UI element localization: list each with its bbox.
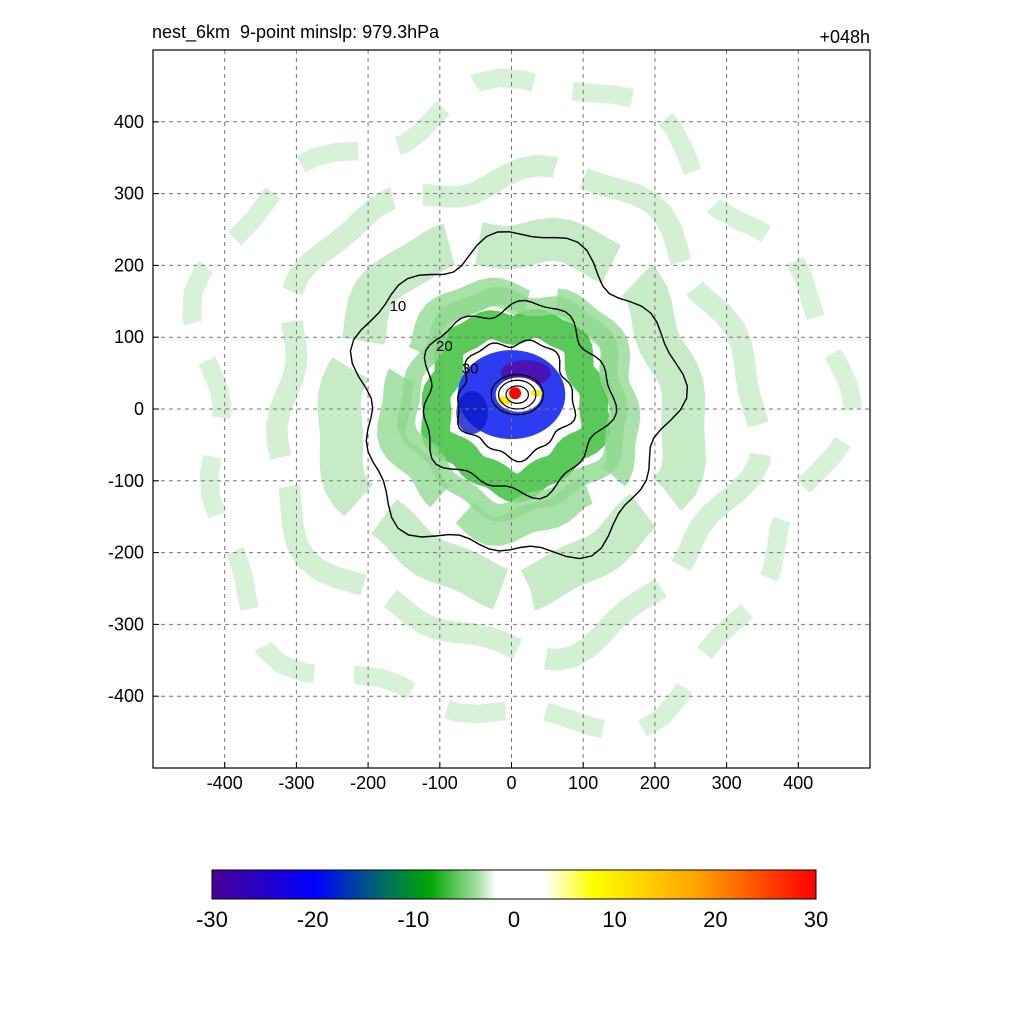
contour-inner-0 — [505, 385, 530, 404]
plot-area — [182, 68, 863, 742]
y-tick-label: -300 — [108, 614, 144, 634]
y-tick-label: 0 — [134, 399, 144, 419]
colorbar-bar — [211, 869, 817, 900]
y-tick-label: -200 — [108, 543, 144, 563]
tick-layer: -400 -300 -200 -100 0 100 200 300 40040030020010… — [108, 112, 813, 793]
contour-label-30: 30 — [462, 360, 479, 377]
shading-yellow — [497, 396, 512, 405]
y-tick-label: 100 — [114, 327, 144, 347]
shading-yellow-east — [530, 389, 543, 397]
chart-title-right: +048h — [819, 27, 870, 47]
x-tick-label: 0 — [506, 773, 516, 793]
y-tick-label: 400 — [114, 112, 144, 132]
colorbar-tick-label: 0 — [508, 907, 520, 932]
y-tick-label: -100 — [108, 471, 144, 491]
x-tick-label: 100 — [568, 773, 598, 793]
x-tick-label: 300 — [712, 773, 742, 793]
colorbar-tick-label: 10 — [602, 907, 626, 932]
colorbar-tick-label: 30 — [804, 907, 828, 932]
colorbar-tick-label: -20 — [297, 907, 329, 932]
y-tick-label: -400 — [108, 686, 144, 706]
shading-blue-west — [456, 391, 488, 435]
colorbar-tick-label: -30 — [196, 907, 228, 932]
contour-30 — [456, 339, 577, 463]
shading-band-1 — [266, 154, 773, 672]
colorbar-tick-label: -10 — [397, 907, 429, 932]
contour-inner-2 — [490, 373, 544, 416]
x-tick-label: -100 — [422, 773, 458, 793]
y-tick-label: 300 — [114, 184, 144, 204]
shading-band-0 — [182, 68, 863, 742]
contour-10 — [349, 231, 689, 560]
colorbar-tick-label: 20 — [703, 907, 727, 932]
y-tick-label: 200 — [114, 255, 144, 275]
contour-label-10: 10 — [390, 298, 407, 315]
chart-title-left: nest_6km 9-point minslp: 979.3hPa — [152, 22, 440, 42]
contour-inner-1 — [497, 379, 537, 410]
x-tick-label: -300 — [278, 773, 314, 793]
x-tick-label: 400 — [783, 773, 813, 793]
x-tick-label: -400 — [207, 773, 243, 793]
x-tick-label: 200 — [640, 773, 670, 793]
contour-20 — [422, 299, 618, 500]
colorbar: -30 -20 -10 0 10 20 30 — [196, 869, 828, 932]
contour-layer: 10 20 30 — [349, 231, 689, 560]
center-marker — [509, 387, 522, 400]
contour-label-20: 20 — [436, 338, 453, 355]
shading-green-ring — [421, 308, 611, 503]
shading-green-outer — [397, 286, 628, 522]
x-tick-label: -200 — [350, 773, 386, 793]
